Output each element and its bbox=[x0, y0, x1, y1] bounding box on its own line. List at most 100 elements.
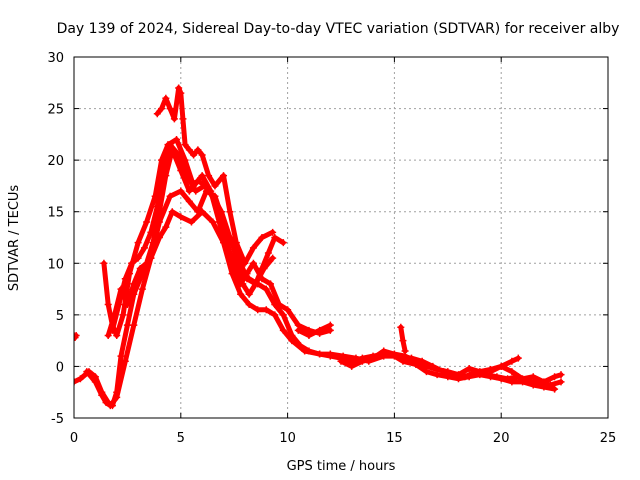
data-point-marker bbox=[113, 393, 121, 401]
data-point-marker bbox=[237, 290, 245, 298]
data-point-marker bbox=[254, 306, 262, 314]
data-point-marker bbox=[198, 151, 206, 159]
data-point-marker bbox=[136, 264, 144, 272]
series-line bbox=[154, 85, 276, 266]
data-point-marker bbox=[177, 89, 185, 97]
data-point-marker bbox=[162, 94, 170, 102]
y-tick-label: 30 bbox=[47, 51, 64, 66]
data-point-marker bbox=[267, 280, 275, 288]
series-line bbox=[488, 355, 521, 375]
data-point-marker bbox=[412, 357, 420, 365]
data-point-marker bbox=[74, 378, 78, 386]
data-point-marker bbox=[76, 375, 84, 383]
data-point-marker bbox=[551, 385, 559, 393]
data-point-marker bbox=[264, 249, 272, 257]
axis-ticks: 0 5 10 15 20 25 -5 0 5 10 15 20 25 30 bbox=[47, 51, 616, 446]
series-trace-9 bbox=[294, 321, 334, 339]
data-point-marker bbox=[294, 326, 302, 334]
data-point-marker bbox=[123, 321, 131, 329]
data-point-marker bbox=[358, 357, 366, 365]
data-point-marker bbox=[138, 285, 146, 293]
data-point-marker bbox=[557, 378, 565, 386]
data-point-marker bbox=[326, 350, 334, 358]
data-point-marker bbox=[269, 228, 277, 236]
data-point-marker bbox=[102, 399, 110, 407]
data-point-marker bbox=[352, 354, 360, 362]
data-point-marker bbox=[177, 213, 185, 221]
data-point-marker bbox=[551, 373, 559, 381]
data-point-marker bbox=[279, 239, 287, 247]
data-point-marker bbox=[262, 285, 270, 293]
x-tick-label: 25 bbox=[600, 431, 617, 446]
series-line bbox=[109, 142, 276, 333]
data-point-marker bbox=[168, 208, 176, 216]
data-point-marker bbox=[128, 259, 136, 267]
data-point-marker bbox=[121, 357, 129, 365]
x-tick-label: 10 bbox=[279, 431, 296, 446]
data-point-marker bbox=[130, 280, 138, 288]
data-point-marker bbox=[397, 323, 405, 331]
data-point-marker bbox=[461, 373, 469, 381]
data-point-marker bbox=[546, 381, 554, 389]
y-tick-label: 20 bbox=[47, 154, 64, 169]
data-point-marker bbox=[454, 371, 462, 379]
series-trace-8 bbox=[337, 347, 565, 386]
data-point-marker bbox=[487, 368, 495, 376]
data-point-marker bbox=[226, 249, 234, 257]
data-point-marker bbox=[245, 301, 253, 309]
data-point-marker bbox=[194, 208, 202, 216]
data-point-marker bbox=[245, 290, 253, 298]
data-point-marker bbox=[177, 187, 185, 195]
y-tick-label: 10 bbox=[47, 257, 64, 272]
data-point-marker bbox=[232, 239, 240, 247]
chart-title: Day 139 of 2024, Sidereal Day-to-day VTE… bbox=[57, 21, 620, 37]
data-point-marker bbox=[160, 161, 168, 169]
data-point-marker bbox=[173, 136, 181, 144]
data-point-marker bbox=[98, 391, 106, 399]
data-point-marker bbox=[504, 375, 512, 383]
data-point-marker bbox=[243, 275, 251, 283]
x-tick-label: 0 bbox=[70, 431, 78, 446]
y-tick-label: -5 bbox=[51, 412, 64, 427]
y-tick-label: 0 bbox=[56, 360, 64, 375]
data-point-marker bbox=[296, 342, 304, 350]
data-point-marker bbox=[205, 172, 213, 180]
data-point-marker bbox=[106, 402, 114, 410]
data-point-marker bbox=[123, 301, 131, 309]
data-point-marker bbox=[519, 375, 527, 383]
data-point-marker bbox=[271, 234, 279, 241]
data-point-marker bbox=[540, 378, 548, 386]
data-point-marker bbox=[279, 311, 287, 319]
data-point-marker bbox=[194, 177, 202, 185]
data-point-marker bbox=[514, 354, 522, 362]
series-trace-6 bbox=[108, 141, 277, 334]
data-point-marker bbox=[134, 254, 142, 262]
data-point-marker bbox=[252, 280, 260, 288]
data-point-marker bbox=[239, 280, 247, 288]
data-point-marker bbox=[305, 347, 313, 355]
data-point-marker bbox=[390, 350, 398, 358]
data-point-marker bbox=[108, 326, 116, 334]
data-point-marker bbox=[305, 331, 313, 339]
data-point-marker bbox=[179, 115, 187, 123]
data-point-marker bbox=[198, 172, 206, 180]
y-tick-label: 5 bbox=[56, 309, 64, 324]
data-point-marker bbox=[175, 84, 183, 92]
data-point-marker bbox=[183, 172, 191, 180]
data-point-marker bbox=[147, 228, 155, 236]
data-point-marker bbox=[369, 354, 377, 362]
data-point-marker bbox=[153, 110, 161, 118]
data-point-marker bbox=[121, 275, 129, 283]
data-point-marker bbox=[153, 203, 161, 211]
data-point-marker bbox=[185, 187, 193, 195]
series-trace-2 bbox=[74, 208, 559, 410]
data-point-marker bbox=[143, 259, 151, 267]
series-trace-7 bbox=[153, 84, 277, 267]
data-point-marker bbox=[104, 301, 112, 309]
series-trace-1 bbox=[74, 331, 80, 342]
data-point-marker bbox=[170, 115, 178, 123]
data-point-marker bbox=[200, 182, 208, 190]
data-point-marker bbox=[529, 373, 537, 381]
data-point-marker bbox=[100, 259, 108, 267]
